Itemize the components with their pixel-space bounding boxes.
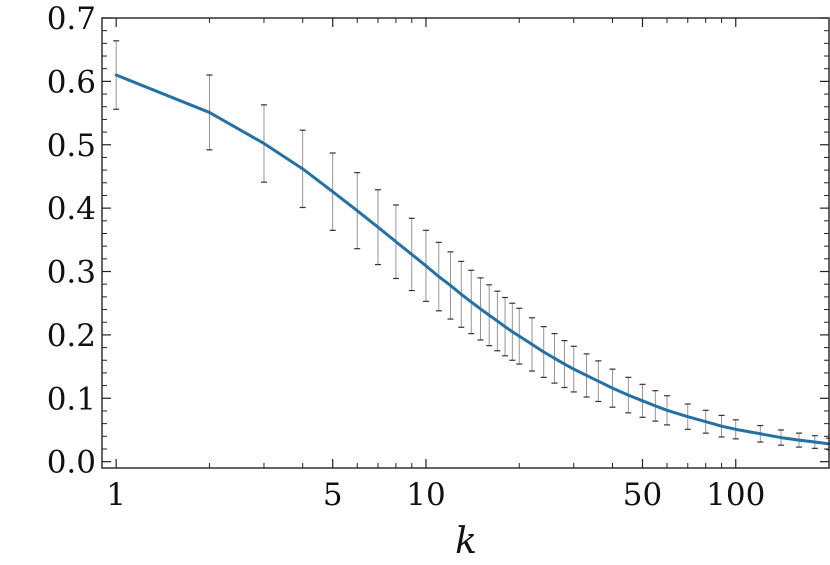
error-bars [113,40,830,451]
y-tick-label: 0.5 [47,128,96,164]
plot-frame [101,17,830,469]
x-tick-label: 50 [623,477,662,513]
y-tick-label: 0.2 [47,318,96,354]
x-axis-title: k [455,521,477,562]
x-axis: 1 5 10 50 100 [106,18,830,513]
x-tick-label: 10 [406,477,445,513]
x-tick-label: 5 [323,477,343,513]
series-line [114,73,830,446]
y-tick-label: 0.0 [47,445,96,481]
y-tick-label: 0.6 [47,64,96,100]
y-tick-label: 0.4 [47,191,96,227]
y-tick-label: 0.1 [47,381,96,417]
x-tick-label: 100 [706,477,765,513]
y-tick-label: 0.7 [47,1,96,37]
y-tick-label: 0.3 [47,255,96,291]
x-tick-label: 1 [106,477,126,513]
y-axis: 0.0 0.1 0.2 0.3 0.4 0.5 0.6 0.7 [47,1,829,481]
